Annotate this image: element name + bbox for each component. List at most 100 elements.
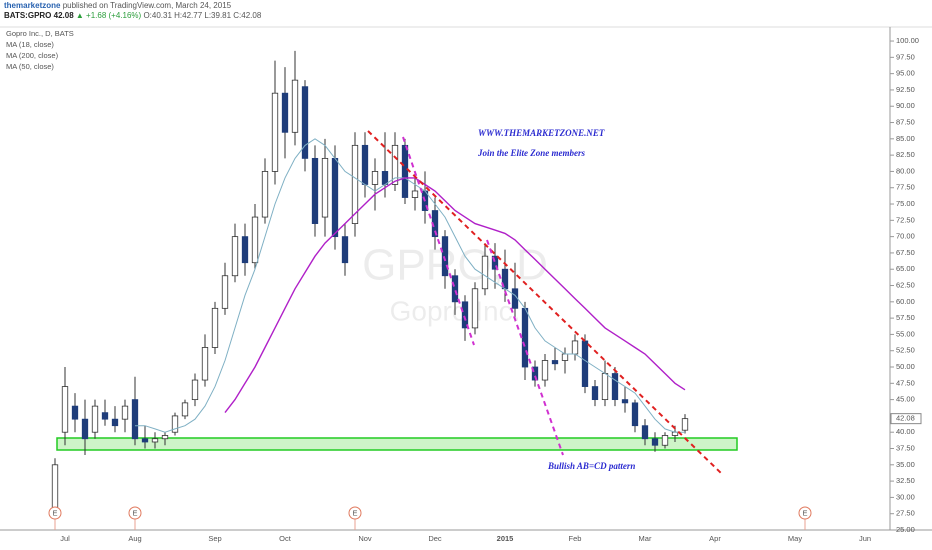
y-tick-label: 72.50	[896, 215, 915, 224]
candle-body	[101, 412, 109, 420]
candle-body	[191, 379, 199, 401]
event-label: E	[352, 508, 357, 517]
candle-body	[411, 190, 419, 198]
y-tick-label: 77.50	[896, 183, 915, 192]
last-price: 42.08	[53, 11, 74, 20]
candle-body	[141, 438, 149, 443]
candle-body	[481, 255, 489, 290]
annotation: WWW.THEMARKETZONE.NET	[478, 128, 605, 138]
candle-body	[681, 418, 689, 431]
candle-body	[131, 399, 139, 440]
y-tick-label: 50.00	[896, 362, 915, 371]
ab-leg	[402, 136, 475, 346]
x-tick-label: Sep	[208, 534, 221, 543]
candle-body	[341, 236, 349, 264]
y-tick-label: 40.00	[896, 427, 915, 436]
candle-body	[111, 418, 119, 427]
header: themarketzone published on TradingView.c…	[4, 1, 261, 21]
candle-body	[591, 386, 599, 401]
candle-body	[91, 405, 99, 433]
candle-body	[211, 307, 219, 348]
candle-body	[361, 144, 369, 185]
candle-body	[451, 275, 459, 303]
y-tick-label: 82.50	[896, 150, 915, 159]
candle-body	[541, 360, 549, 381]
y-tick-label: 70.00	[896, 232, 915, 241]
candle-body	[281, 92, 289, 133]
candle-body	[231, 236, 239, 277]
candle-body	[651, 438, 659, 446]
candle-body	[371, 171, 379, 185]
y-tick-label: 25.00	[896, 525, 915, 534]
event-marker	[128, 506, 142, 520]
x-tick-label: Aug	[128, 534, 141, 543]
x-tick-label: Feb	[569, 534, 582, 543]
event-label: E	[52, 508, 57, 517]
y-tick-label: 45.00	[896, 395, 915, 404]
ma-line	[224, 177, 686, 414]
y-tick-label: 32.50	[896, 476, 915, 485]
y-tick-label: 52.50	[896, 346, 915, 355]
candle-body	[171, 415, 179, 433]
candle-body	[251, 216, 259, 264]
candle-body	[621, 399, 629, 404]
x-tick-label: Dec	[428, 534, 442, 543]
candle-body	[491, 255, 499, 270]
x-tick-label: May	[788, 534, 802, 543]
candle-body	[311, 157, 319, 224]
symbol: BATS:GPRO	[4, 11, 52, 20]
y-tick-label: 75.00	[896, 199, 915, 208]
legend-entry: Gopro Inc., D, BATS	[6, 29, 74, 38]
y-tick-label: 87.50	[896, 118, 915, 127]
candle-body	[561, 353, 569, 361]
candle-body	[161, 435, 169, 440]
candle-body	[381, 171, 389, 185]
annotation: Bullish AB=CD pattern	[547, 461, 635, 471]
y-tick-label: 67.50	[896, 248, 915, 257]
y-tick-label: 30.00	[896, 492, 915, 501]
candle-body	[461, 301, 469, 329]
quote-line: BATS:GPRO 42.08 ▲ +1.68 (+4.16%) O:40.31…	[4, 11, 261, 21]
candle-body	[291, 79, 299, 133]
x-tick-label: 2015	[497, 534, 514, 543]
candle-body	[71, 405, 79, 420]
x-tick-label: Mar	[639, 534, 652, 543]
candle-body	[401, 144, 409, 198]
y-tick-label: 92.50	[896, 85, 915, 94]
event-label: E	[802, 508, 807, 517]
candle-body	[151, 438, 159, 443]
candle-body	[81, 418, 89, 440]
y-tick-label: 97.50	[896, 52, 915, 61]
candle-body	[271, 92, 279, 172]
cd-leg	[486, 239, 564, 456]
candle-body	[331, 157, 339, 238]
change: ▲ +1.68 (+4.16%)	[75, 11, 142, 20]
ohlc: O:40.31 H:42.77 L:39.81 C:42.08	[143, 11, 262, 20]
candle-body	[521, 307, 529, 368]
candle-body	[181, 402, 189, 417]
legend-entry: MA (18, close)	[6, 40, 54, 49]
candle-body	[321, 157, 329, 218]
candle-body	[611, 373, 619, 401]
y-tick-label: 47.50	[896, 378, 915, 387]
event-label: E	[132, 508, 137, 517]
candle-body	[121, 405, 129, 420]
candle-body	[351, 144, 359, 224]
y-tick-label: 27.50	[896, 509, 915, 518]
candle-body	[261, 171, 269, 218]
candle-body	[471, 288, 479, 329]
y-tick-label: 37.50	[896, 443, 915, 452]
y-tick-label: 62.50	[896, 281, 915, 290]
publisher: themarketzone	[4, 1, 61, 10]
y-tick-label: 90.00	[896, 101, 915, 110]
legend-entry: MA (50, close)	[6, 62, 54, 71]
candle-body	[581, 340, 589, 387]
candle-body	[661, 435, 669, 446]
y-tick-label: 95.00	[896, 69, 915, 78]
x-tick-label: Jul	[60, 534, 70, 543]
y-tick-label: 65.00	[896, 264, 915, 273]
candle-body	[201, 347, 209, 381]
last-price-label: 42.08	[896, 414, 915, 423]
